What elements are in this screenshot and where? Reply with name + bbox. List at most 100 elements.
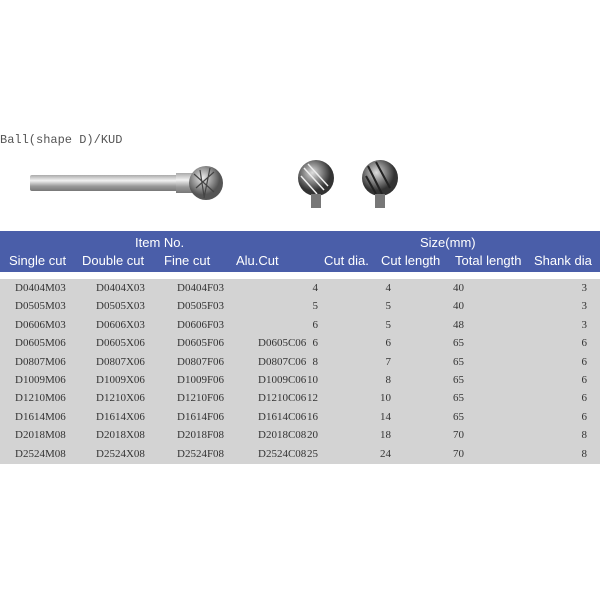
- cell-double-cut: D1614X06: [96, 410, 145, 423]
- cell-cut-dia: 16: [307, 410, 318, 423]
- cell-cut-length: 24: [380, 447, 391, 460]
- table-row: D1614M06 D1614X06 D1614F06 D1614C06 16 14 65 6: [0, 408, 600, 426]
- cell-double-cut: D2524X08: [96, 447, 145, 460]
- cell-shank-dia: 6: [581, 337, 588, 350]
- cell-shank-dia: 3: [581, 318, 588, 331]
- cell-alu-cut: D0605C06: [258, 337, 307, 350]
- cell-total-length: 40: [453, 282, 464, 294]
- cell-double-cut: D2018X08: [96, 429, 145, 442]
- table-row: D0404M03 D0404X03 D0404F03 4 4 40 3: [0, 279, 600, 297]
- cell-cut-length: 6: [385, 337, 392, 350]
- table-header: Item No. Size(mm) Single cut Double cut …: [0, 231, 600, 272]
- cell-total-length: 40: [453, 300, 464, 313]
- table-row: D0807M06 D0807X06 D0807F06 D0807C06 8 7 65 6: [0, 353, 600, 371]
- cell-single-cut: D0606M03: [15, 318, 66, 331]
- cell-fine-cut: D0605F06: [177, 337, 225, 350]
- cell-fine-cut: D1009F06: [177, 373, 225, 386]
- cell-double-cut: D1210X06: [96, 392, 145, 405]
- cell-shank-dia: 3: [581, 282, 588, 294]
- cell-cut-dia: 10: [307, 373, 318, 386]
- cell-single-cut: D2524M08: [15, 447, 66, 460]
- cell-fine-cut: D1210F06: [177, 392, 225, 405]
- cell-fine-cut: D0807F06: [177, 355, 225, 368]
- cell-cut-length: 7: [385, 355, 392, 368]
- col-single-cut: Single cut: [9, 253, 67, 268]
- cell-shank-dia: 6: [581, 392, 588, 405]
- table-row: D2524M08 D2524X08 D2524F08 D2524C08 25 24 70 8: [0, 445, 600, 463]
- cell-single-cut: D0404M03: [15, 282, 66, 294]
- table-row: D0605M06 D0605X06 D0605F06 D0605C06 6 6 65 6: [0, 334, 600, 352]
- cell-cut-dia: 6: [312, 337, 319, 350]
- cell-total-length: 65: [453, 410, 464, 423]
- cell-single-cut: D0807M06: [15, 355, 66, 368]
- table-row: D1210M06 D1210X06 D1210F06 D1210C06 12 10 65 6: [0, 389, 600, 407]
- col-fine-cut: Fine cut: [164, 253, 211, 268]
- header-group-item-no: Item No.: [135, 235, 185, 250]
- cell-cut-length: 5: [385, 318, 392, 331]
- cell-single-cut: D1009M06: [15, 373, 66, 386]
- cell-shank-dia: 6: [581, 410, 588, 423]
- cell-single-cut: D2018M08: [15, 429, 66, 442]
- cell-alu-cut: D1614C06: [258, 410, 307, 423]
- cell-total-length: 65: [453, 337, 464, 350]
- cell-alu-cut: D2018C08: [258, 429, 307, 442]
- cell-fine-cut: D2524F08: [177, 447, 225, 460]
- cell-double-cut: D0605X06: [96, 337, 145, 350]
- table-row: D0606M03 D0606X03 D0606F03 6 5 48 3: [0, 316, 600, 334]
- cell-alu-cut: D2524C08: [258, 447, 307, 460]
- cell-single-cut: D1210M06: [15, 392, 66, 405]
- col-shank-dia: Shank dia: [534, 253, 592, 268]
- product-table: D0404M03 D0404X03 D0404F03 4 4 40 3 D0505M03 D05…: [0, 279, 600, 464]
- cell-cut-dia: 5: [312, 300, 319, 313]
- cell-cut-length: 5: [385, 300, 392, 313]
- cell-fine-cut: D0404F03: [177, 282, 225, 294]
- col-total-length: Total length: [455, 253, 522, 268]
- cell-cut-length: 8: [385, 373, 392, 386]
- cell-cut-dia: 8: [312, 355, 319, 368]
- cell-double-cut: D1009X06: [96, 373, 145, 386]
- col-double-cut: Double cut: [82, 253, 145, 268]
- cell-single-cut: D0505M03: [15, 300, 66, 313]
- cell-cut-dia: 6: [312, 318, 319, 331]
- table-row: D1009M06 D1009X06 D1009F06 D1009C06 10 8 65 6: [0, 371, 600, 389]
- cell-single-cut: D0605M06: [15, 337, 66, 350]
- cell-cut-length: 14: [380, 410, 391, 423]
- cell-cut-dia: 20: [307, 429, 318, 442]
- cell-cut-dia: 25: [307, 447, 318, 460]
- ball-burr-head-images: [298, 160, 398, 208]
- product-title: Ball(shape D)/KUD: [0, 133, 123, 147]
- cell-total-length: 65: [453, 355, 464, 368]
- cell-cut-length: 10: [380, 392, 391, 405]
- cell-total-length: 70: [453, 447, 464, 460]
- cell-shank-dia: 8: [581, 447, 588, 460]
- col-cut-dia: Cut dia.: [324, 253, 369, 268]
- col-alu-cut: Alu.Cut: [236, 253, 279, 268]
- cell-shank-dia: 3: [581, 300, 588, 313]
- cell-total-length: 65: [453, 373, 464, 386]
- cell-fine-cut: D0606F03: [177, 318, 225, 331]
- cell-total-length: 70: [453, 429, 464, 442]
- cell-shank-dia: 6: [581, 373, 588, 386]
- table-row: D2018M08 D2018X08 D2018F08 D2018C08 20 18 70 8: [0, 426, 600, 444]
- cell-total-length: 48: [453, 318, 464, 331]
- cell-fine-cut: D1614F06: [177, 410, 225, 423]
- cell-alu-cut: D1210C06: [258, 392, 307, 405]
- cell-cut-dia: 12: [307, 392, 318, 405]
- cell-cut-length: 4: [385, 282, 392, 294]
- cell-cut-length: 18: [380, 429, 391, 442]
- cell-single-cut: D1614M06: [15, 410, 66, 423]
- cell-double-cut: D0807X06: [96, 355, 145, 368]
- cell-shank-dia: 6: [581, 355, 588, 368]
- col-cut-length: Cut length: [381, 253, 441, 268]
- cell-alu-cut: D1009C06: [258, 373, 307, 386]
- cell-alu-cut: D0807C06: [258, 355, 307, 368]
- header-group-size: Size(mm): [420, 235, 476, 250]
- cell-shank-dia: 8: [581, 429, 588, 442]
- ball-burr-image: [30, 166, 223, 200]
- cell-fine-cut: D0505F03: [177, 300, 225, 313]
- table-row: D0505M03 D0505X03 D0505F03 5 5 40 3: [0, 297, 600, 315]
- cell-fine-cut: D2018F08: [177, 429, 225, 442]
- cell-double-cut: D0606X03: [96, 318, 145, 331]
- cell-double-cut: D0505X03: [96, 300, 145, 313]
- cell-cut-dia: 4: [312, 282, 319, 294]
